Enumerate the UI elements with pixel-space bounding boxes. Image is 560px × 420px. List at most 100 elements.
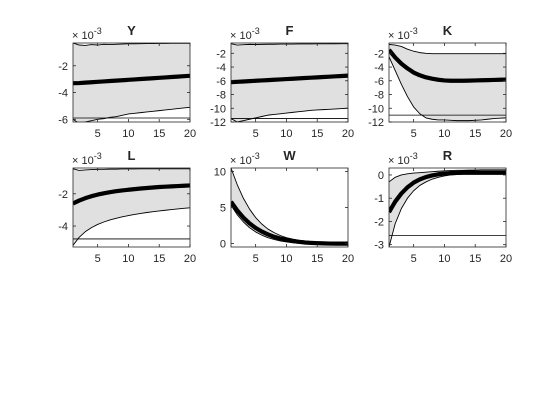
- y-tick-label: -10: [368, 103, 384, 115]
- scale-factor-label: × 10-3: [388, 151, 418, 167]
- y-tick-label: -3: [374, 240, 384, 252]
- x-tick-label: 10: [438, 253, 450, 265]
- x-tick-label: 5: [95, 128, 101, 140]
- scale-factor-label: × 10-3: [230, 26, 260, 42]
- y-tick-label: 5: [220, 203, 226, 215]
- scale-factor-label: × 10-3: [72, 26, 102, 42]
- x-tick-label: 15: [311, 128, 323, 140]
- scale-exponent: -3: [410, 151, 418, 161]
- upper-bound-line: [231, 168, 348, 243]
- lower-bound-line: [389, 56, 506, 122]
- median-response-line: [389, 48, 506, 83]
- y-tick-label: -2: [374, 48, 384, 60]
- panel-k: 5 10 15 20 -2 -4 -6 -8-10 -12 × 10-3 K: [368, 23, 512, 140]
- x-tick-label: 15: [153, 253, 165, 265]
- upper-bound-line: [73, 168, 190, 171]
- x-tick-label: 20: [500, 253, 512, 265]
- x-tick-label: 10: [122, 128, 134, 140]
- confidence-band: [389, 169, 506, 247]
- x-tick-label: 5: [95, 253, 101, 265]
- panel-title: K: [443, 23, 453, 38]
- median-response-line: [389, 170, 506, 214]
- panel-y: 5 10 15 20 -2 -4 -6 × 10-3 Y: [58, 23, 196, 140]
- lower-bound-line: [73, 106, 190, 122]
- y-tick-label: -6: [58, 114, 68, 126]
- lower-bound-line: [231, 107, 348, 122]
- panel-r: 5 10 15 200-1-2-3× 10-3 R: [374, 148, 512, 265]
- axes-frame: [388, 42, 507, 123]
- scale-exponent: -3: [252, 151, 260, 161]
- plot-area: [231, 43, 348, 122]
- plot-area: [73, 168, 190, 246]
- panel-title: R: [443, 148, 453, 163]
- x-tick-label: 15: [469, 253, 481, 265]
- median-response-line: [73, 183, 190, 206]
- lower-bound-line: [73, 207, 190, 246]
- y-tick-label: -4: [58, 221, 68, 233]
- y-tick-label: -12: [368, 117, 384, 129]
- panel-title: F: [286, 23, 294, 38]
- y-tick-label: -2: [216, 48, 226, 60]
- scale-factor-label: × 10-3: [230, 151, 260, 167]
- x-tick-label: 10: [438, 128, 450, 140]
- x-tick-label: 20: [184, 253, 196, 265]
- x-tick-label: 10: [280, 253, 292, 265]
- y-tick-label: -4: [216, 62, 226, 74]
- median-response-line: [231, 200, 348, 246]
- y-tick-label: -12: [210, 117, 226, 129]
- y-tick-label: 0: [378, 170, 384, 182]
- y-tick-label: -4: [58, 88, 68, 100]
- confidence-band: [73, 168, 190, 246]
- x-tick-label: 5: [411, 128, 417, 140]
- y-tick-label: -2: [374, 216, 384, 228]
- median-response-line: [231, 73, 348, 85]
- scale-exponent: -3: [94, 26, 102, 36]
- panel-l: 5 10 15 20 -2 -4 × 10-3 L: [58, 148, 196, 265]
- plot-area: [73, 43, 190, 122]
- axes-frame: [72, 42, 191, 123]
- y-tick-label: -8: [216, 90, 226, 102]
- panel-f: 5 10 15 20 -2 -4 -6 -8-10 -12 × 10-3 F: [210, 23, 354, 140]
- panel-title: L: [128, 148, 136, 163]
- y-tick-label: -1: [374, 193, 384, 205]
- plot-area: [389, 169, 506, 247]
- x-tick-label: 5: [411, 253, 417, 265]
- y-tick-label: -4: [374, 62, 384, 74]
- scale-exponent: -3: [252, 26, 260, 36]
- x-tick-label: 5: [253, 253, 259, 265]
- confidence-band: [231, 168, 348, 245]
- axes-frame: [388, 167, 507, 248]
- y-tick-label: -10: [210, 103, 226, 115]
- y-tick-label: -2: [58, 61, 68, 73]
- confidence-band: [231, 43, 348, 122]
- scale-factor-label: × 10-3: [388, 26, 418, 42]
- x-tick-label: 20: [342, 253, 354, 265]
- plot-area: [231, 168, 348, 246]
- upper-bound-line: [389, 169, 506, 183]
- x-tick-label: 15: [469, 128, 481, 140]
- scale-exponent: -3: [94, 151, 102, 161]
- panel-title: Y: [127, 23, 136, 38]
- x-tick-label: 15: [153, 128, 165, 140]
- axes-frame: [72, 167, 191, 248]
- panel-title: W: [283, 148, 296, 163]
- x-tick-label: 20: [500, 128, 512, 140]
- x-tick-label: 20: [184, 128, 196, 140]
- y-tick-label: 0: [220, 238, 226, 250]
- x-tick-label: 15: [311, 253, 323, 265]
- scale-factor-label: × 10-3: [72, 151, 102, 167]
- upper-bound-line: [231, 43, 348, 46]
- x-tick-label: 10: [280, 128, 292, 140]
- x-tick-label: 10: [122, 253, 134, 265]
- y-tick-label: -6: [216, 76, 226, 88]
- y-tick-label: -2: [58, 189, 68, 201]
- confidence-band: [73, 43, 190, 122]
- plot-area: [389, 43, 506, 122]
- upper-bound-line: [389, 43, 506, 55]
- scale-exponent: -3: [410, 26, 418, 36]
- median-response-line: [73, 73, 190, 86]
- panel-w: 5 10 15 20 10 5 0 × 10-3 W: [214, 148, 354, 265]
- y-tick-label: -6: [374, 76, 384, 88]
- x-tick-label: 20: [342, 128, 354, 140]
